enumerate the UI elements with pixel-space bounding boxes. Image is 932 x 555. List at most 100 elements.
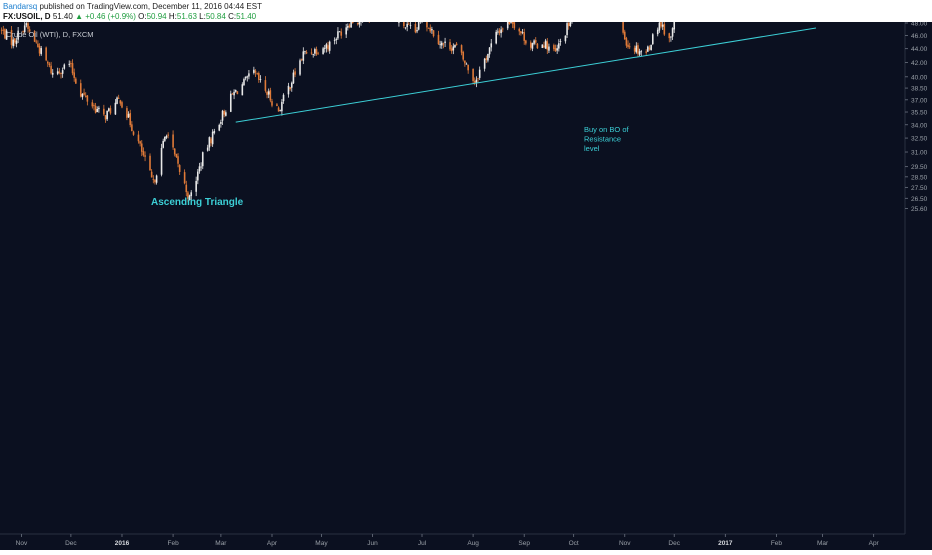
candle-body [183,172,186,184]
candle-body [210,138,212,144]
symbol-label[interactable]: FX:USOIL [3,12,41,21]
candle-body [84,95,87,97]
candle-body [347,26,349,28]
candle-body [315,49,318,55]
time-tick-label: Mar [817,540,829,547]
time-tick-label: Nov [619,540,631,547]
candle-body [208,137,211,148]
candle-body [197,171,199,181]
candle-body [440,42,443,46]
candle-body [345,27,347,35]
callout-note-line: level [584,144,600,153]
candle-body [566,23,568,36]
candle-body [289,87,291,90]
time-tick-label: Aug [467,540,479,547]
candle-body [114,102,117,115]
price-tick-label: 37.00 [911,97,928,104]
candle-body [622,16,624,33]
candle-body [627,44,629,47]
candle-body [236,91,239,95]
candle-body [246,76,249,78]
candle-body [472,69,474,82]
candle-body [12,39,14,47]
price-tick-label: 27.50 [911,185,928,192]
candle-body [160,147,163,175]
candle-body [258,73,260,80]
candle-body [638,51,641,55]
candle-body [28,29,31,32]
open-value: 50.94 [146,12,167,21]
close-label: C: [228,12,237,21]
time-tick-label: Jun [367,540,378,547]
price-axis-bg [905,22,932,550]
candle-body [633,47,636,52]
candle-body [648,47,651,50]
candle-body [177,156,179,164]
candle-body [467,64,469,71]
price-tick-label: 34.00 [911,122,928,129]
candle-body [56,71,59,74]
candle-body [243,79,245,86]
candle-body [81,93,84,98]
candle-body [155,175,158,183]
candle-body [450,48,453,52]
candle-body [259,79,262,80]
time-tick-label: Apr [869,540,880,547]
candle-body [248,73,250,77]
candle-body [10,30,13,45]
candle-body [658,22,661,31]
candle-body [73,72,75,78]
candle-body [543,45,545,48]
candle-body [71,63,74,74]
candle-body [127,113,130,118]
candle-body [500,29,502,34]
candle-body [86,95,89,102]
candle-body [323,48,326,50]
candle-body [485,58,488,60]
candle-body [294,71,296,75]
candle-body [22,31,24,32]
candle-body [569,21,572,26]
candle-body [75,78,77,84]
time-tick-label: May [315,540,328,547]
candle-body [244,76,247,79]
price-tick-label: 35.50 [911,110,928,117]
candle-body [558,43,560,49]
time-tick-label: Apr [267,540,278,547]
price-axis: 25.60 26.50 27.50 28.50 29.50 31.00 32.50 34.00… [904,0,932,550]
candle-body [15,40,18,44]
candle-body [51,72,54,75]
candle-body [267,91,270,95]
candle-body [233,91,235,96]
candle-body [462,52,465,60]
candle-body [327,45,329,50]
support-trendline[interactable] [235,27,817,123]
last-price: 51.40 [52,12,73,21]
candle-body [164,136,166,141]
candle-body [2,29,5,31]
candle-body [70,63,72,64]
candle-body [281,101,283,112]
candle-body [510,21,512,23]
candle-body [314,49,316,54]
candle-body [109,108,112,114]
candle-body [35,41,38,43]
candle-body [663,24,666,35]
candle-body [477,78,479,80]
time-tick-label: Dec [65,540,77,547]
candle-body [154,179,156,183]
candle-body [173,148,176,155]
candle-body [553,45,555,50]
candle-body [17,30,19,40]
price-tick-label: 44.00 [911,46,928,53]
candle-body [650,44,652,50]
candle-body [356,22,359,25]
candle-body [190,192,193,197]
candle-body [534,40,537,43]
candle-body [449,42,451,50]
author-link[interactable]: Bandarsq [3,2,38,11]
candle-body [292,72,295,84]
time-tick-label: 2016 [115,540,130,547]
